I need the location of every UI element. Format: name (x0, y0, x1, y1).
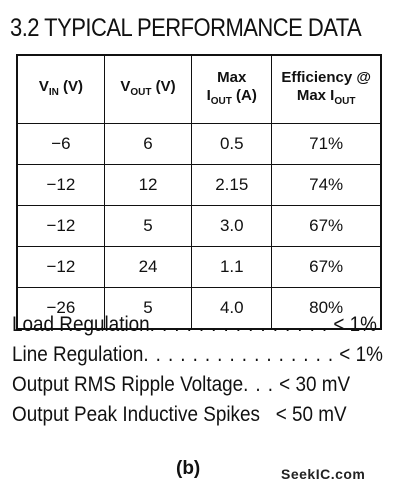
cell-iout: 0.5 (191, 123, 273, 165)
cell-efficiency: 67% (271, 205, 382, 247)
cell-vout: 12 (103, 164, 193, 206)
cell-vin: −26 (16, 287, 105, 330)
header-efficiency: Efficiency @ Max IOUT (271, 54, 382, 124)
table-row: −12 24 1.1 67% (16, 246, 382, 288)
cell-vin: −12 (16, 246, 105, 288)
spec-peak-spikes: Output Peak Inductive Spikes < 50 mV (12, 403, 347, 426)
cell-iout: 2.15 (191, 164, 273, 206)
cell-iout: 3.0 (191, 205, 273, 247)
cell-efficiency: 74% (271, 164, 382, 206)
cell-efficiency: 67% (271, 246, 382, 288)
cell-vout: 5 (103, 287, 193, 330)
spec-rms-ripple: Output RMS Ripple Voltage . . . < 30 mV (12, 373, 351, 396)
header-vout: VOUT (V) (103, 54, 193, 124)
table-header-row: VIN (V) VOUT (V) Max IOUT (A) Efficiency… (16, 54, 382, 124)
spec-load-regulation: Load Regulation . . . . . . . . . . . . … (12, 313, 377, 336)
cell-efficiency: 80% (271, 287, 382, 330)
cell-vin: −12 (16, 164, 105, 206)
cell-vout: 5 (103, 205, 193, 247)
cell-vout: 6 (103, 123, 193, 165)
cell-vout: 24 (103, 246, 193, 288)
header-vin: VIN (V) (16, 54, 105, 124)
watermark: SeekIC.com (281, 466, 366, 482)
section-title: 3.2 TYPICAL PERFORMANCE DATA (10, 14, 362, 42)
table-row: −12 5 3.0 67% (16, 205, 382, 247)
figure-caption: (b) (176, 458, 201, 479)
spec-line-regulation: Line Regulation . . . . . . . . . . . . … (12, 343, 383, 366)
table-row: −26 5 4.0 80% (16, 287, 382, 330)
header-iout: Max IOUT (A) (191, 54, 273, 124)
table-row: −6 6 0.5 71% (16, 123, 382, 165)
cell-iout: 1.1 (191, 246, 273, 288)
table-row: −12 12 2.15 74% (16, 164, 382, 206)
cell-vin: −6 (16, 123, 105, 165)
cell-vin: −12 (16, 205, 105, 247)
performance-table: VIN (V) VOUT (V) Max IOUT (A) Efficiency… (16, 54, 382, 330)
cell-efficiency: 71% (271, 123, 382, 165)
